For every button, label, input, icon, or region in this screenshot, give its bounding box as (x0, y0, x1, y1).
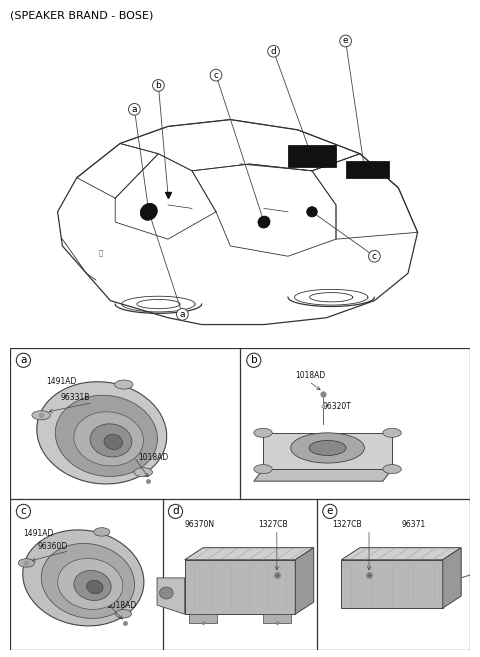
Ellipse shape (23, 530, 144, 626)
Ellipse shape (41, 543, 134, 618)
Ellipse shape (258, 216, 270, 228)
Ellipse shape (383, 428, 401, 438)
Ellipse shape (104, 434, 122, 449)
Bar (346, 160, 389, 177)
Text: 1018AD: 1018AD (107, 601, 137, 610)
Text: 1327CB: 1327CB (332, 520, 362, 528)
Ellipse shape (18, 558, 35, 567)
Polygon shape (341, 560, 443, 608)
Polygon shape (254, 469, 392, 481)
Bar (288, 145, 336, 168)
Text: d: d (271, 47, 276, 56)
Polygon shape (185, 548, 314, 560)
Text: c: c (214, 71, 218, 79)
Text: a: a (132, 105, 137, 114)
Ellipse shape (32, 411, 50, 420)
Text: 96370N: 96370N (185, 520, 215, 528)
Text: d: d (172, 507, 179, 516)
Text: 1491AD: 1491AD (47, 378, 77, 386)
Ellipse shape (309, 440, 346, 455)
Text: e: e (327, 507, 333, 516)
Ellipse shape (87, 580, 103, 594)
Ellipse shape (55, 396, 157, 476)
Ellipse shape (140, 204, 157, 220)
Text: 1018AD: 1018AD (139, 453, 169, 462)
Text: 96320T: 96320T (323, 401, 352, 411)
Ellipse shape (94, 528, 110, 536)
Ellipse shape (159, 587, 173, 599)
Text: b: b (251, 355, 257, 365)
Text: a: a (20, 355, 26, 365)
Polygon shape (185, 560, 295, 614)
Text: 1018AD: 1018AD (295, 371, 325, 380)
Text: a: a (180, 310, 185, 319)
Polygon shape (443, 548, 461, 608)
Text: 96331B: 96331B (60, 393, 90, 401)
Ellipse shape (37, 382, 167, 484)
Text: b: b (156, 81, 161, 90)
Text: 1327CB: 1327CB (258, 520, 288, 528)
Ellipse shape (254, 428, 272, 438)
Polygon shape (263, 433, 392, 469)
Polygon shape (157, 578, 185, 614)
Polygon shape (295, 548, 314, 614)
Ellipse shape (134, 468, 153, 477)
Text: c: c (372, 252, 377, 261)
Polygon shape (263, 614, 291, 623)
Ellipse shape (115, 380, 133, 389)
Text: ⓗ: ⓗ (99, 250, 103, 256)
Text: 1491AD: 1491AD (24, 529, 54, 537)
Ellipse shape (58, 558, 123, 610)
Ellipse shape (383, 464, 401, 474)
Ellipse shape (254, 464, 272, 474)
Text: e: e (343, 37, 348, 45)
Polygon shape (341, 548, 461, 560)
Text: (SPEAKER BRAND - BOSE): (SPEAKER BRAND - BOSE) (10, 11, 153, 20)
Ellipse shape (307, 207, 317, 217)
Ellipse shape (115, 610, 132, 618)
Ellipse shape (90, 424, 132, 457)
Ellipse shape (74, 412, 144, 466)
Text: 96371: 96371 (401, 520, 426, 528)
Ellipse shape (291, 433, 364, 463)
Ellipse shape (74, 570, 111, 600)
Text: 96360D: 96360D (37, 542, 68, 551)
Text: c: c (21, 507, 26, 516)
Polygon shape (189, 614, 217, 623)
